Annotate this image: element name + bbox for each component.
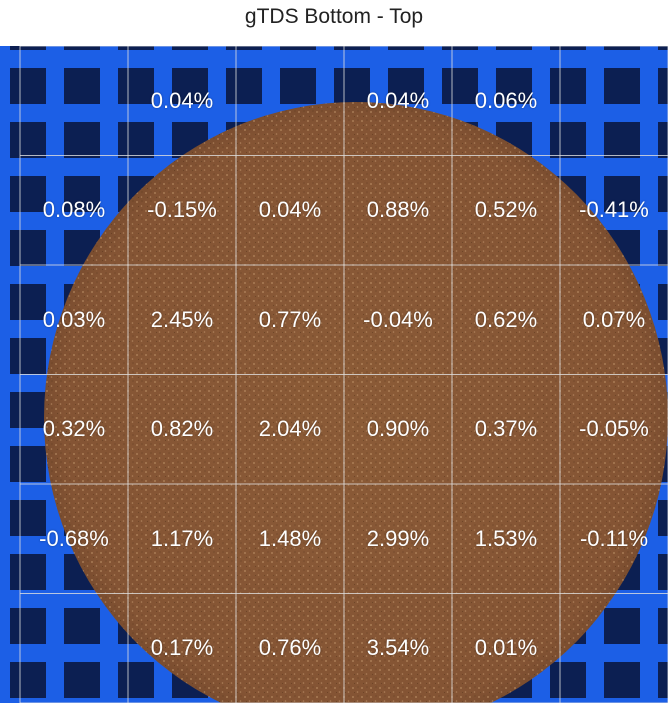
cell-value: 2.45% — [150, 306, 214, 332]
cell-value: 0.76% — [258, 635, 322, 661]
cell-value: 0.77% — [258, 306, 322, 332]
cell-value: -0.04% — [363, 306, 433, 332]
cell-value: 0.88% — [366, 197, 430, 223]
cell-value: -0.41% — [579, 197, 649, 223]
chart-title: gTDS Bottom - Top — [244, 5, 424, 28]
cell-value: 1.53% — [474, 525, 538, 551]
cell-value: 0.06% — [474, 87, 538, 113]
cell-value: 0.03% — [42, 306, 106, 332]
cell-value: 0.04% — [258, 197, 322, 223]
cell-value: 3.54% — [366, 635, 430, 661]
cell-value: -0.05% — [579, 416, 649, 442]
cell-value — [560, 594, 668, 703]
cell-value: 0.52% — [474, 197, 538, 223]
cell-value: 0.82% — [150, 416, 214, 442]
cell-value: -0.15% — [147, 197, 217, 223]
cell-value: -0.68% — [39, 525, 109, 551]
cell-value: 0.08% — [42, 197, 106, 223]
cell-value: 0.17% — [150, 635, 214, 661]
cell-value: 0.37% — [474, 416, 538, 442]
cell-value: 0.04% — [366, 87, 430, 113]
cell-labels: 0.04% 0.04% 0.06% 0.08% -0.15% 0.04% 0.88% 0.52… — [20, 46, 668, 703]
cell-value: 0.04% — [150, 87, 214, 113]
cell-value: 0.32% — [42, 416, 106, 442]
cell-value: 0.62% — [474, 306, 538, 332]
cell-value — [560, 46, 668, 156]
cell-value: 1.17% — [150, 525, 214, 551]
cell-value: 1.48% — [258, 525, 322, 551]
cell-value: 0.01% — [474, 635, 538, 661]
coffee-puck-texture — [44, 102, 668, 703]
cell-value — [20, 46, 128, 156]
cell-value: 0.90% — [366, 416, 430, 442]
cell-value: 2.99% — [366, 525, 430, 551]
cell-value: 0.07% — [582, 306, 646, 332]
cell-value: -0.11% — [579, 525, 649, 551]
cell-grid — [19, 46, 668, 703]
plot-area: 0.04% 0.04% 0.06% 0.08% -0.15% 0.04% 0.88% 0.52… — [0, 46, 668, 703]
cell-value — [20, 594, 128, 703]
cell-value — [236, 46, 344, 156]
cell-value: 2.04% — [258, 416, 322, 442]
